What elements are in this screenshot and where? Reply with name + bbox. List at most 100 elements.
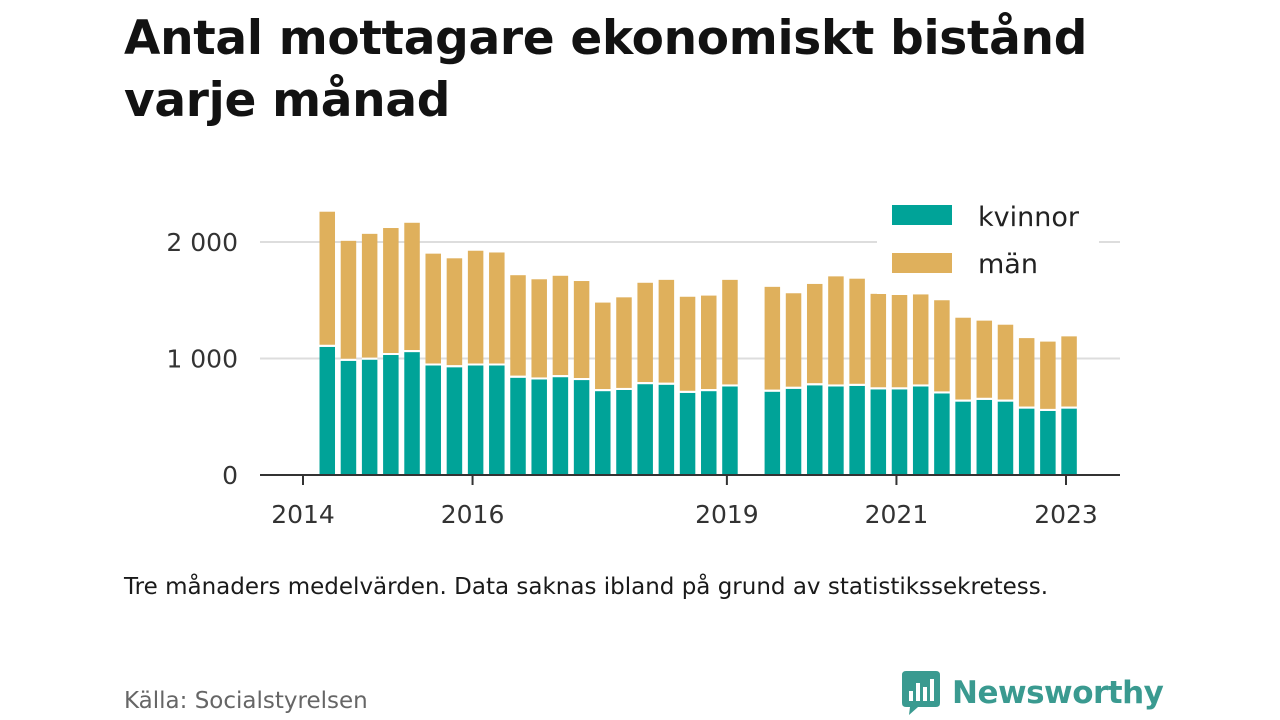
bar-kvinnor bbox=[764, 391, 781, 475]
bar-man bbox=[976, 320, 993, 398]
bar-separator bbox=[510, 375, 526, 378]
bar-kvinnor bbox=[616, 389, 632, 475]
bar-man bbox=[573, 281, 590, 379]
axes: 0 1 000 2 000 2014 2016 2019 2021 2023 bbox=[166, 228, 1120, 529]
bar-separator bbox=[955, 399, 971, 402]
bar-man bbox=[425, 253, 441, 364]
bar-kvinnor bbox=[531, 379, 547, 475]
x-tick-label: 2023 bbox=[1034, 500, 1098, 529]
bar-man bbox=[701, 295, 717, 390]
bar-kvinnor bbox=[891, 389, 908, 475]
bar-separator bbox=[679, 390, 696, 393]
bar-kvinnor bbox=[1040, 410, 1056, 475]
bar-man bbox=[510, 275, 526, 376]
bar-separator bbox=[383, 353, 399, 356]
bar-separator bbox=[616, 387, 632, 390]
x-tick-label: 2014 bbox=[271, 500, 335, 529]
bar-separator bbox=[764, 389, 781, 392]
bar-man bbox=[658, 279, 675, 383]
bar-man bbox=[806, 283, 823, 384]
bar-separator bbox=[912, 384, 929, 387]
bar-kvinnor bbox=[701, 391, 717, 475]
bar-man bbox=[955, 317, 971, 400]
brand[interactable]: Newsworthy bbox=[900, 670, 1164, 716]
bar-man bbox=[934, 300, 950, 392]
bar-kvinnor bbox=[1018, 408, 1035, 475]
source-credit: Källa: Socialstyrelsen bbox=[124, 688, 368, 714]
bar-kvinnor bbox=[976, 399, 993, 475]
bar-separator bbox=[489, 363, 505, 366]
bar-man bbox=[595, 302, 611, 390]
bar-separator bbox=[891, 387, 908, 390]
bar-kvinnor bbox=[340, 360, 357, 475]
bar-separator bbox=[637, 382, 653, 385]
bar-kvinnor bbox=[404, 352, 420, 475]
bar-separator bbox=[595, 389, 611, 392]
bar-man bbox=[404, 222, 420, 351]
bar-kvinnor bbox=[573, 380, 590, 475]
bar-separator bbox=[722, 384, 738, 387]
bar-man bbox=[637, 282, 653, 383]
bar-man bbox=[467, 250, 484, 364]
chart-title: Antal mottagare ekonomiskt bistånd varje… bbox=[124, 11, 1088, 128]
brand-name: Newsworthy bbox=[952, 675, 1164, 711]
bar-kvinnor bbox=[467, 365, 484, 475]
bar-separator bbox=[1018, 406, 1035, 409]
bar-kvinnor bbox=[870, 389, 887, 475]
bar-separator bbox=[425, 363, 441, 366]
bar-kvinnor bbox=[997, 401, 1014, 475]
y-tick-label: 2 000 bbox=[166, 228, 238, 257]
bar-separator bbox=[1061, 406, 1077, 409]
chart-note: Tre månaders medelvärden. Data saknas ib… bbox=[124, 574, 1049, 600]
bar-man bbox=[361, 233, 378, 358]
bar-man bbox=[912, 294, 929, 385]
bar-kvinnor bbox=[637, 384, 653, 475]
bar-man bbox=[722, 279, 738, 385]
bar-separator bbox=[997, 399, 1014, 402]
legend-label-kvinnor: kvinnor bbox=[978, 202, 1080, 233]
bar-kvinnor bbox=[319, 346, 336, 475]
bar-man bbox=[616, 297, 632, 388]
bar-man bbox=[1061, 336, 1077, 407]
bar-kvinnor bbox=[828, 386, 844, 475]
bar-man bbox=[870, 293, 887, 388]
bar-separator bbox=[934, 391, 950, 394]
bar-kvinnor bbox=[361, 359, 378, 475]
bar-separator bbox=[806, 383, 823, 386]
bar-man bbox=[764, 286, 781, 390]
bar-kvinnor bbox=[912, 386, 929, 475]
bar-kvinnor bbox=[552, 377, 569, 475]
bar-separator bbox=[658, 382, 675, 385]
bar-separator bbox=[785, 386, 802, 389]
bar-man bbox=[828, 276, 844, 385]
bar-separator bbox=[1040, 408, 1056, 411]
legend-swatch-man bbox=[892, 253, 952, 273]
bar-separator bbox=[361, 357, 378, 360]
bar-separator bbox=[446, 365, 463, 368]
bar-kvinnor bbox=[955, 401, 971, 475]
bar-kvinnor bbox=[806, 385, 823, 475]
bar-separator bbox=[870, 387, 887, 390]
bar-man bbox=[891, 295, 908, 388]
bar-separator bbox=[404, 350, 420, 353]
bar-separator bbox=[319, 344, 336, 347]
legend: kvinnor män bbox=[877, 194, 1099, 294]
bars bbox=[319, 211, 1077, 475]
newsworthy-logo-icon bbox=[902, 671, 940, 715]
bar-kvinnor bbox=[595, 391, 611, 475]
bar-man bbox=[552, 275, 569, 376]
bar-separator bbox=[976, 397, 993, 400]
x-tick-label: 2021 bbox=[865, 500, 929, 529]
bar-man bbox=[785, 293, 802, 387]
bar-separator bbox=[701, 389, 717, 392]
bar-man bbox=[383, 228, 399, 354]
legend-swatch-kvinnor bbox=[892, 205, 952, 225]
bar-kvinnor bbox=[510, 377, 526, 475]
bar-man bbox=[679, 296, 696, 391]
x-tick-label: 2019 bbox=[695, 500, 759, 529]
chart: 0 1 000 2 000 2014 2016 2019 2021 2023 kvinnor … bbox=[166, 194, 1120, 529]
bar-man bbox=[489, 252, 505, 364]
bar-man bbox=[531, 279, 547, 378]
bar-man bbox=[446, 258, 463, 366]
bar-man bbox=[1018, 338, 1035, 407]
